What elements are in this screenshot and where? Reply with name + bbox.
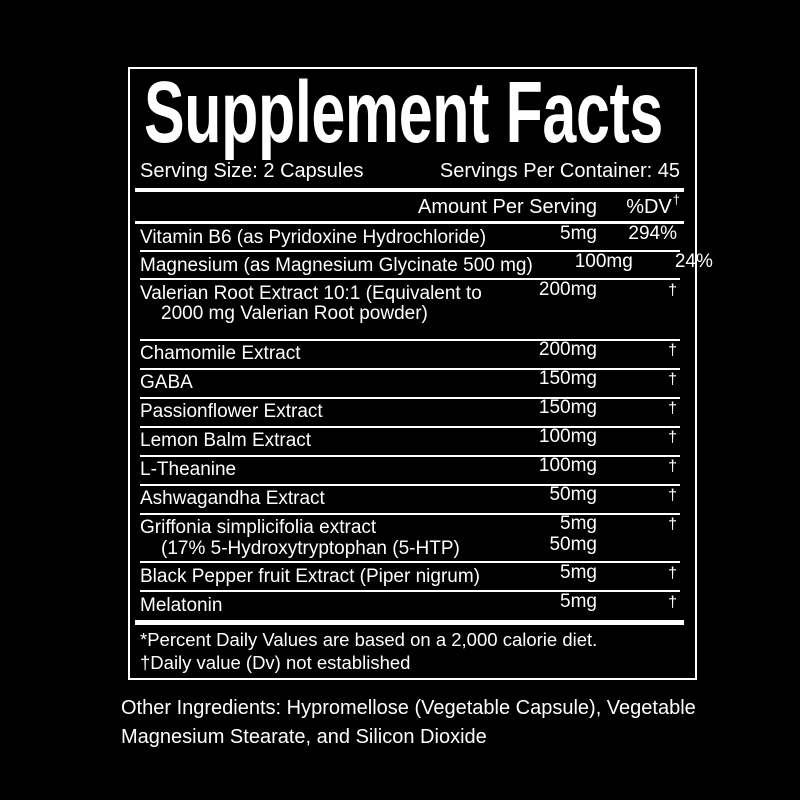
ingredient-name: Vitamin B6 (as Pyridoxine Hydrochloride) [140, 226, 487, 248]
table-row: Melatonin 5mg † [140, 590, 680, 619]
table-row: Vitamin B6 (as Pyridoxine Hydrochloride)… [140, 222, 680, 253]
ingredient-amount: 100mg [538, 426, 597, 448]
table-row: Ashwagandha Extract 50mg † [140, 484, 680, 515]
ingredient-name: Griffonia simplicifolia extract (17% 5-Hy… [140, 517, 460, 559]
ingredient-amount: 50mg [549, 484, 597, 506]
ingredient-dv: † [668, 458, 677, 476]
dv-header-label: %DV [626, 195, 672, 218]
ingredient-amount: 5mg 50mg [549, 513, 597, 555]
ingredient-dv: † [668, 371, 677, 389]
ingredient-amount: 100mg [538, 455, 597, 477]
ingredient-name: Lemon Balm Extract [140, 430, 312, 452]
footnote-dagger: †Daily value (Dv) not established [140, 652, 411, 674]
ingredient-name: Black Pepper fruit Extract (Piper nigrum… [140, 565, 481, 587]
ingredient-amount: 150mg [538, 397, 597, 419]
table-row: GABA 150mg † [140, 368, 680, 399]
ingredient-name: Melatonin [140, 594, 223, 616]
ingredient-name: L-Theanine [140, 459, 237, 481]
ingredient-amount: 200mg [538, 278, 597, 300]
ingredient-amount: 100mg [574, 250, 633, 272]
ingredient-dv: † [668, 516, 677, 534]
ingredient-dv: † [668, 593, 677, 611]
ingredient-dv: 294% [628, 222, 677, 244]
table-row: Griffonia simplicifolia extract (17% 5-Hy… [140, 513, 680, 564]
other-ingredients: Other Ingredients: Hypromellose (Vegetab… [121, 697, 696, 748]
column-headers: Amount Per Serving %DV† [140, 193, 680, 218]
ingredient-name: Valerian Root Extract 10:1 (Equivalent t… [140, 282, 482, 325]
panel-title: Supplement Facts [144, 64, 663, 161]
divider-thick-top [135, 187, 684, 192]
table-row: Passionflower Extract 150mg † [140, 397, 680, 428]
table-row: L-Theanine 100mg † [140, 455, 680, 486]
ingredient-dv: † [668, 487, 677, 505]
servings-per-container: Servings Per Container: 45 [439, 159, 680, 182]
ingredient-amount: 150mg [538, 368, 597, 390]
ingredient-dv: † [668, 281, 677, 299]
table-row: Black Pepper fruit Extract (Piper nigrum… [140, 561, 680, 593]
table-row: Valerian Root Extract 10:1 (Equivalent t… [140, 278, 680, 341]
dv-header: %DV† [597, 193, 680, 218]
ingredient-dv: 24% [674, 250, 713, 272]
divider-footnotes-top [135, 620, 684, 625]
ingredient-dv: † [668, 429, 677, 447]
ingredient-name: Ashwagandha Extract [140, 488, 325, 510]
ingredient-amount: 5mg [560, 222, 597, 244]
ingredient-name: GABA [140, 372, 193, 394]
dv-header-dagger: † [672, 192, 680, 208]
ingredient-dv: † [668, 400, 677, 418]
serving-size: Serving Size: 2 Capsules [140, 159, 364, 182]
amount-per-serving-header: Amount Per Serving [418, 195, 597, 218]
footnotes: *Percent Daily Values are based on a 2,0… [140, 628, 680, 675]
serving-row: Serving Size: 2 Capsules Servings Per Co… [140, 160, 680, 183]
ingredient-dv: † [668, 564, 677, 582]
table-row: Lemon Balm Extract 100mg † [140, 426, 680, 457]
table-row: Chamomile Extract 200mg † [140, 339, 680, 370]
ingredient-dv: † [668, 342, 677, 360]
supplement-facts-panel: Supplement Facts Serving Size: 2 Capsule… [128, 64, 713, 680]
divider-header-bottom [135, 220, 684, 225]
ingredient-name: Passionflower Extract [140, 401, 323, 423]
ingredient-name: Magnesium (as Magnesium Glycinate 500 mg… [140, 254, 533, 276]
footnote-percent-dv: *Percent Daily Values are based on a 2,0… [140, 628, 598, 650]
ingredient-name: Chamomile Extract [140, 343, 301, 365]
ingredient-amount: 5mg [560, 590, 597, 612]
ingredient-table: Vitamin B6 (as Pyridoxine Hydrochloride)… [140, 222, 713, 619]
ingredient-amount: 5mg [560, 561, 597, 583]
ingredient-amount: 200mg [538, 339, 597, 361]
table-row: Magnesium (as Magnesium Glycinate 500 mg… [140, 250, 713, 281]
